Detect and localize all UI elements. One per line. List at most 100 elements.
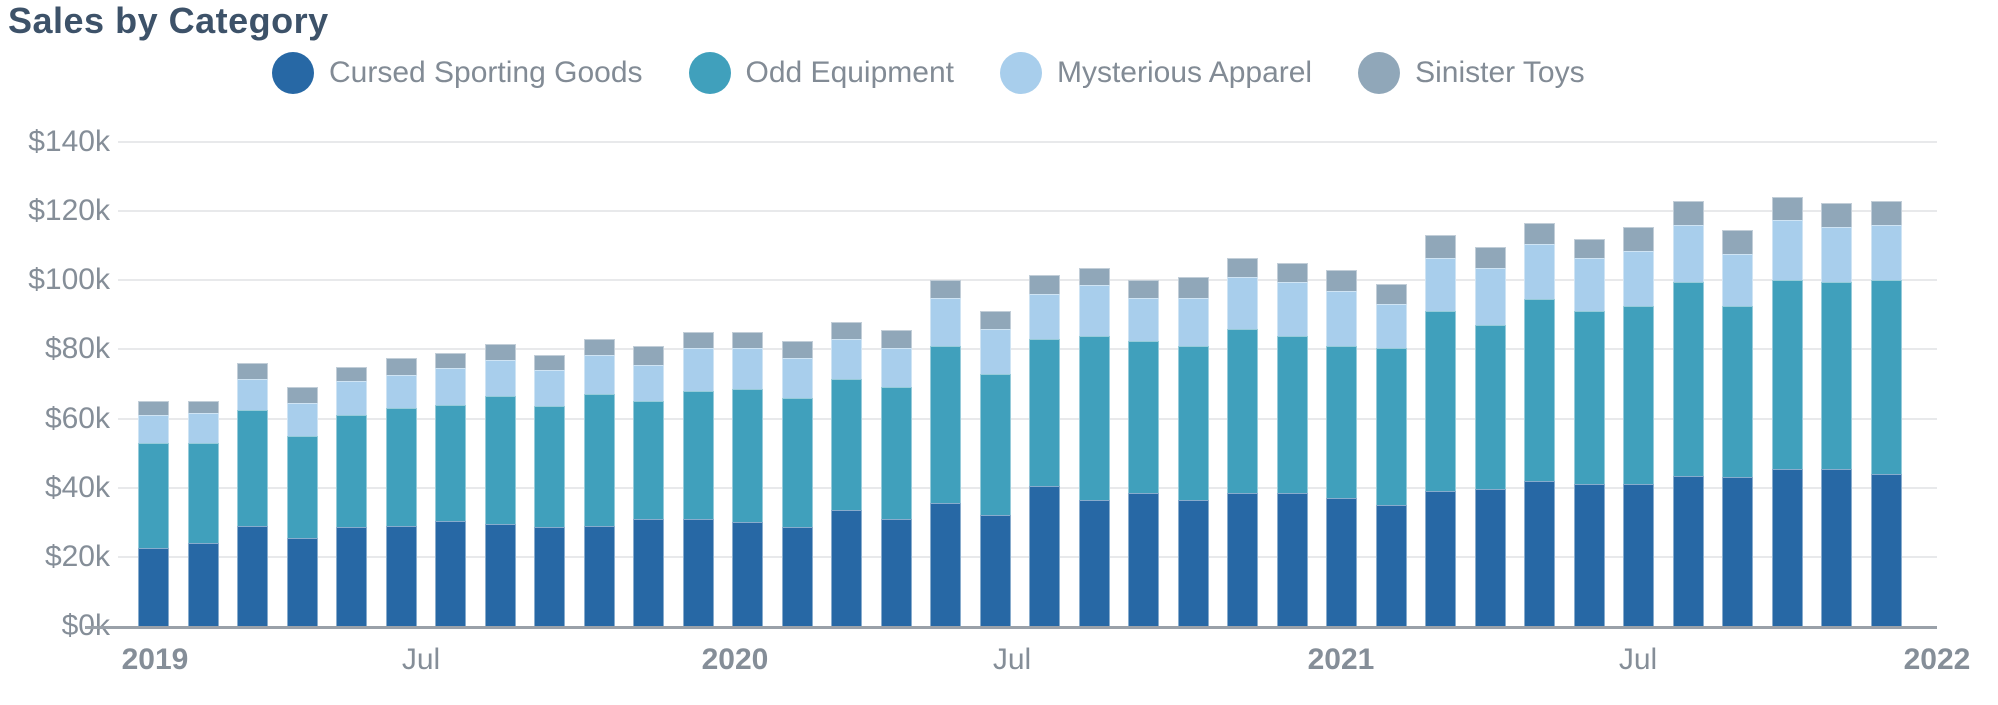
bar-segment-mysterious-apparel[interactable]	[1524, 243, 1556, 300]
bar-segment-odd-equipment[interactable]	[1227, 328, 1259, 493]
bar-segment-cursed-sporting-goods[interactable]	[1623, 484, 1655, 626]
bar-segment-cursed-sporting-goods[interactable]	[1722, 477, 1754, 626]
bar-segment-cursed-sporting-goods[interactable]	[484, 523, 516, 626]
bar-segment-odd-equipment[interactable]	[435, 404, 467, 521]
bar-segment-sinister-toys[interactable]	[1524, 223, 1556, 244]
bar-segment-mysterious-apparel[interactable]	[1425, 257, 1457, 312]
bar-segment-mysterious-apparel[interactable]	[1276, 282, 1308, 336]
bar-segment-odd-equipment[interactable]	[1524, 299, 1556, 481]
bar-segment-cursed-sporting-goods[interactable]	[979, 515, 1011, 626]
bar-segment-sinister-toys[interactable]	[385, 358, 417, 376]
bar-segment-mysterious-apparel[interactable]	[534, 370, 566, 407]
bar-segment-odd-equipment[interactable]	[1573, 311, 1605, 485]
bar-segment-mysterious-apparel[interactable]	[1227, 276, 1259, 329]
bar-segment-odd-equipment[interactable]	[484, 396, 516, 524]
bar-segment-odd-equipment[interactable]	[286, 435, 318, 538]
bar-segment-cursed-sporting-goods[interactable]	[187, 543, 219, 626]
bar-segment-sinister-toys[interactable]	[1623, 226, 1655, 251]
bar-segment-mysterious-apparel[interactable]	[286, 403, 318, 436]
bar-segment-cursed-sporting-goods[interactable]	[1029, 485, 1061, 626]
bar-segment-mysterious-apparel[interactable]	[187, 413, 219, 443]
bar-segment-mysterious-apparel[interactable]	[484, 359, 516, 397]
bar-segment-sinister-toys[interactable]	[1326, 269, 1358, 291]
bar-segment-sinister-toys[interactable]	[1078, 268, 1110, 286]
bar-segment-cursed-sporting-goods[interactable]	[1177, 499, 1209, 626]
bar-segment-sinister-toys[interactable]	[1722, 230, 1754, 255]
bar-segment-sinister-toys[interactable]	[1128, 280, 1160, 298]
bar-segment-cursed-sporting-goods[interactable]	[1276, 492, 1308, 626]
bar-segment-odd-equipment[interactable]	[781, 397, 813, 528]
bar-segment-odd-equipment[interactable]	[1128, 340, 1160, 493]
bar-segment-cursed-sporting-goods[interactable]	[534, 527, 566, 626]
bar-segment-sinister-toys[interactable]	[435, 352, 467, 369]
bar-segment-odd-equipment[interactable]	[138, 442, 169, 549]
bar-segment-odd-equipment[interactable]	[1623, 306, 1655, 485]
bar-segment-mysterious-apparel[interactable]	[1326, 290, 1358, 346]
bar-segment-sinister-toys[interactable]	[1029, 275, 1061, 295]
bar-segment-sinister-toys[interactable]	[930, 280, 962, 298]
bar-segment-odd-equipment[interactable]	[1276, 335, 1308, 493]
bar-segment-cursed-sporting-goods[interactable]	[1870, 473, 1902, 626]
bar-segment-odd-equipment[interactable]	[831, 378, 863, 511]
bar-segment-sinister-toys[interactable]	[1771, 197, 1803, 220]
bar-segment-sinister-toys[interactable]	[1425, 235, 1457, 258]
bar-segment-sinister-toys[interactable]	[1870, 200, 1902, 225]
bar-segment-mysterious-apparel[interactable]	[1821, 226, 1853, 282]
bar-segment-odd-equipment[interactable]	[336, 415, 368, 528]
bar-segment-odd-equipment[interactable]	[583, 394, 615, 526]
legend-item-sinister-toys[interactable]: Sinister Toys	[1358, 52, 1585, 94]
bar-segment-odd-equipment[interactable]	[682, 390, 714, 519]
bar-segment-sinister-toys[interactable]	[484, 344, 516, 360]
bar-segment-mysterious-apparel[interactable]	[1573, 257, 1605, 312]
bar-segment-sinister-toys[interactable]	[237, 363, 269, 379]
bar-segment-sinister-toys[interactable]	[880, 330, 912, 348]
bar-segment-odd-equipment[interactable]	[1672, 281, 1704, 476]
bar-segment-odd-equipment[interactable]	[1821, 282, 1853, 469]
bar-segment-cursed-sporting-goods[interactable]	[1375, 504, 1407, 626]
bar-segment-odd-equipment[interactable]	[534, 406, 566, 528]
bar-segment-sinister-toys[interactable]	[1821, 202, 1853, 227]
bar-segment-sinister-toys[interactable]	[831, 321, 863, 340]
bar-segment-mysterious-apparel[interactable]	[732, 347, 764, 390]
bar-segment-mysterious-apparel[interactable]	[1128, 297, 1160, 341]
bar-segment-cursed-sporting-goods[interactable]	[237, 525, 269, 626]
bar-segment-sinister-toys[interactable]	[138, 401, 169, 416]
bar-segment-mysterious-apparel[interactable]	[1177, 297, 1209, 346]
bar-segment-cursed-sporting-goods[interactable]	[1326, 498, 1358, 626]
bar-segment-sinister-toys[interactable]	[336, 366, 368, 381]
bar-segment-mysterious-apparel[interactable]	[1623, 250, 1655, 307]
bar-segment-mysterious-apparel[interactable]	[138, 415, 169, 443]
bar-segment-mysterious-apparel[interactable]	[682, 347, 714, 391]
bar-segment-mysterious-apparel[interactable]	[583, 354, 615, 395]
bar-segment-cursed-sporting-goods[interactable]	[880, 518, 912, 626]
bar-segment-mysterious-apparel[interactable]	[1375, 304, 1407, 348]
bar-segment-odd-equipment[interactable]	[1425, 311, 1457, 492]
bar-segment-odd-equipment[interactable]	[979, 373, 1011, 516]
bar-segment-odd-equipment[interactable]	[385, 408, 417, 526]
bar-segment-odd-equipment[interactable]	[732, 389, 764, 523]
bar-segment-odd-equipment[interactable]	[237, 409, 269, 526]
bar-segment-odd-equipment[interactable]	[1474, 325, 1506, 490]
bar-segment-mysterious-apparel[interactable]	[1771, 219, 1803, 281]
bar-segment-odd-equipment[interactable]	[1029, 339, 1061, 486]
legend-item-cursed-sporting-goods[interactable]: Cursed Sporting Goods	[272, 52, 643, 94]
bar-segment-mysterious-apparel[interactable]	[930, 297, 962, 346]
bar-segment-cursed-sporting-goods[interactable]	[633, 518, 665, 626]
bar-segment-sinister-toys[interactable]	[583, 339, 615, 355]
bar-segment-mysterious-apparel[interactable]	[781, 358, 813, 398]
bar-segment-mysterious-apparel[interactable]	[1029, 294, 1061, 340]
bar-segment-cursed-sporting-goods[interactable]	[286, 537, 318, 626]
bar-segment-cursed-sporting-goods[interactable]	[732, 522, 764, 626]
bar-segment-cursed-sporting-goods[interactable]	[1078, 499, 1110, 626]
bar-segment-sinister-toys[interactable]	[1375, 283, 1407, 305]
bar-segment-cursed-sporting-goods[interactable]	[1227, 492, 1259, 626]
bar-segment-odd-equipment[interactable]	[880, 387, 912, 519]
bar-segment-odd-equipment[interactable]	[1326, 345, 1358, 499]
bar-segment-odd-equipment[interactable]	[1177, 345, 1209, 500]
legend-item-odd-equipment[interactable]: Odd Equipment	[688, 52, 954, 94]
legend-item-mysterious-apparel[interactable]: Mysterious Apparel	[999, 52, 1312, 94]
bar-segment-odd-equipment[interactable]	[930, 345, 962, 504]
bar-segment-cursed-sporting-goods[interactable]	[1771, 468, 1803, 626]
bar-segment-cursed-sporting-goods[interactable]	[1474, 489, 1506, 626]
bar-segment-sinister-toys[interactable]	[1177, 276, 1209, 298]
